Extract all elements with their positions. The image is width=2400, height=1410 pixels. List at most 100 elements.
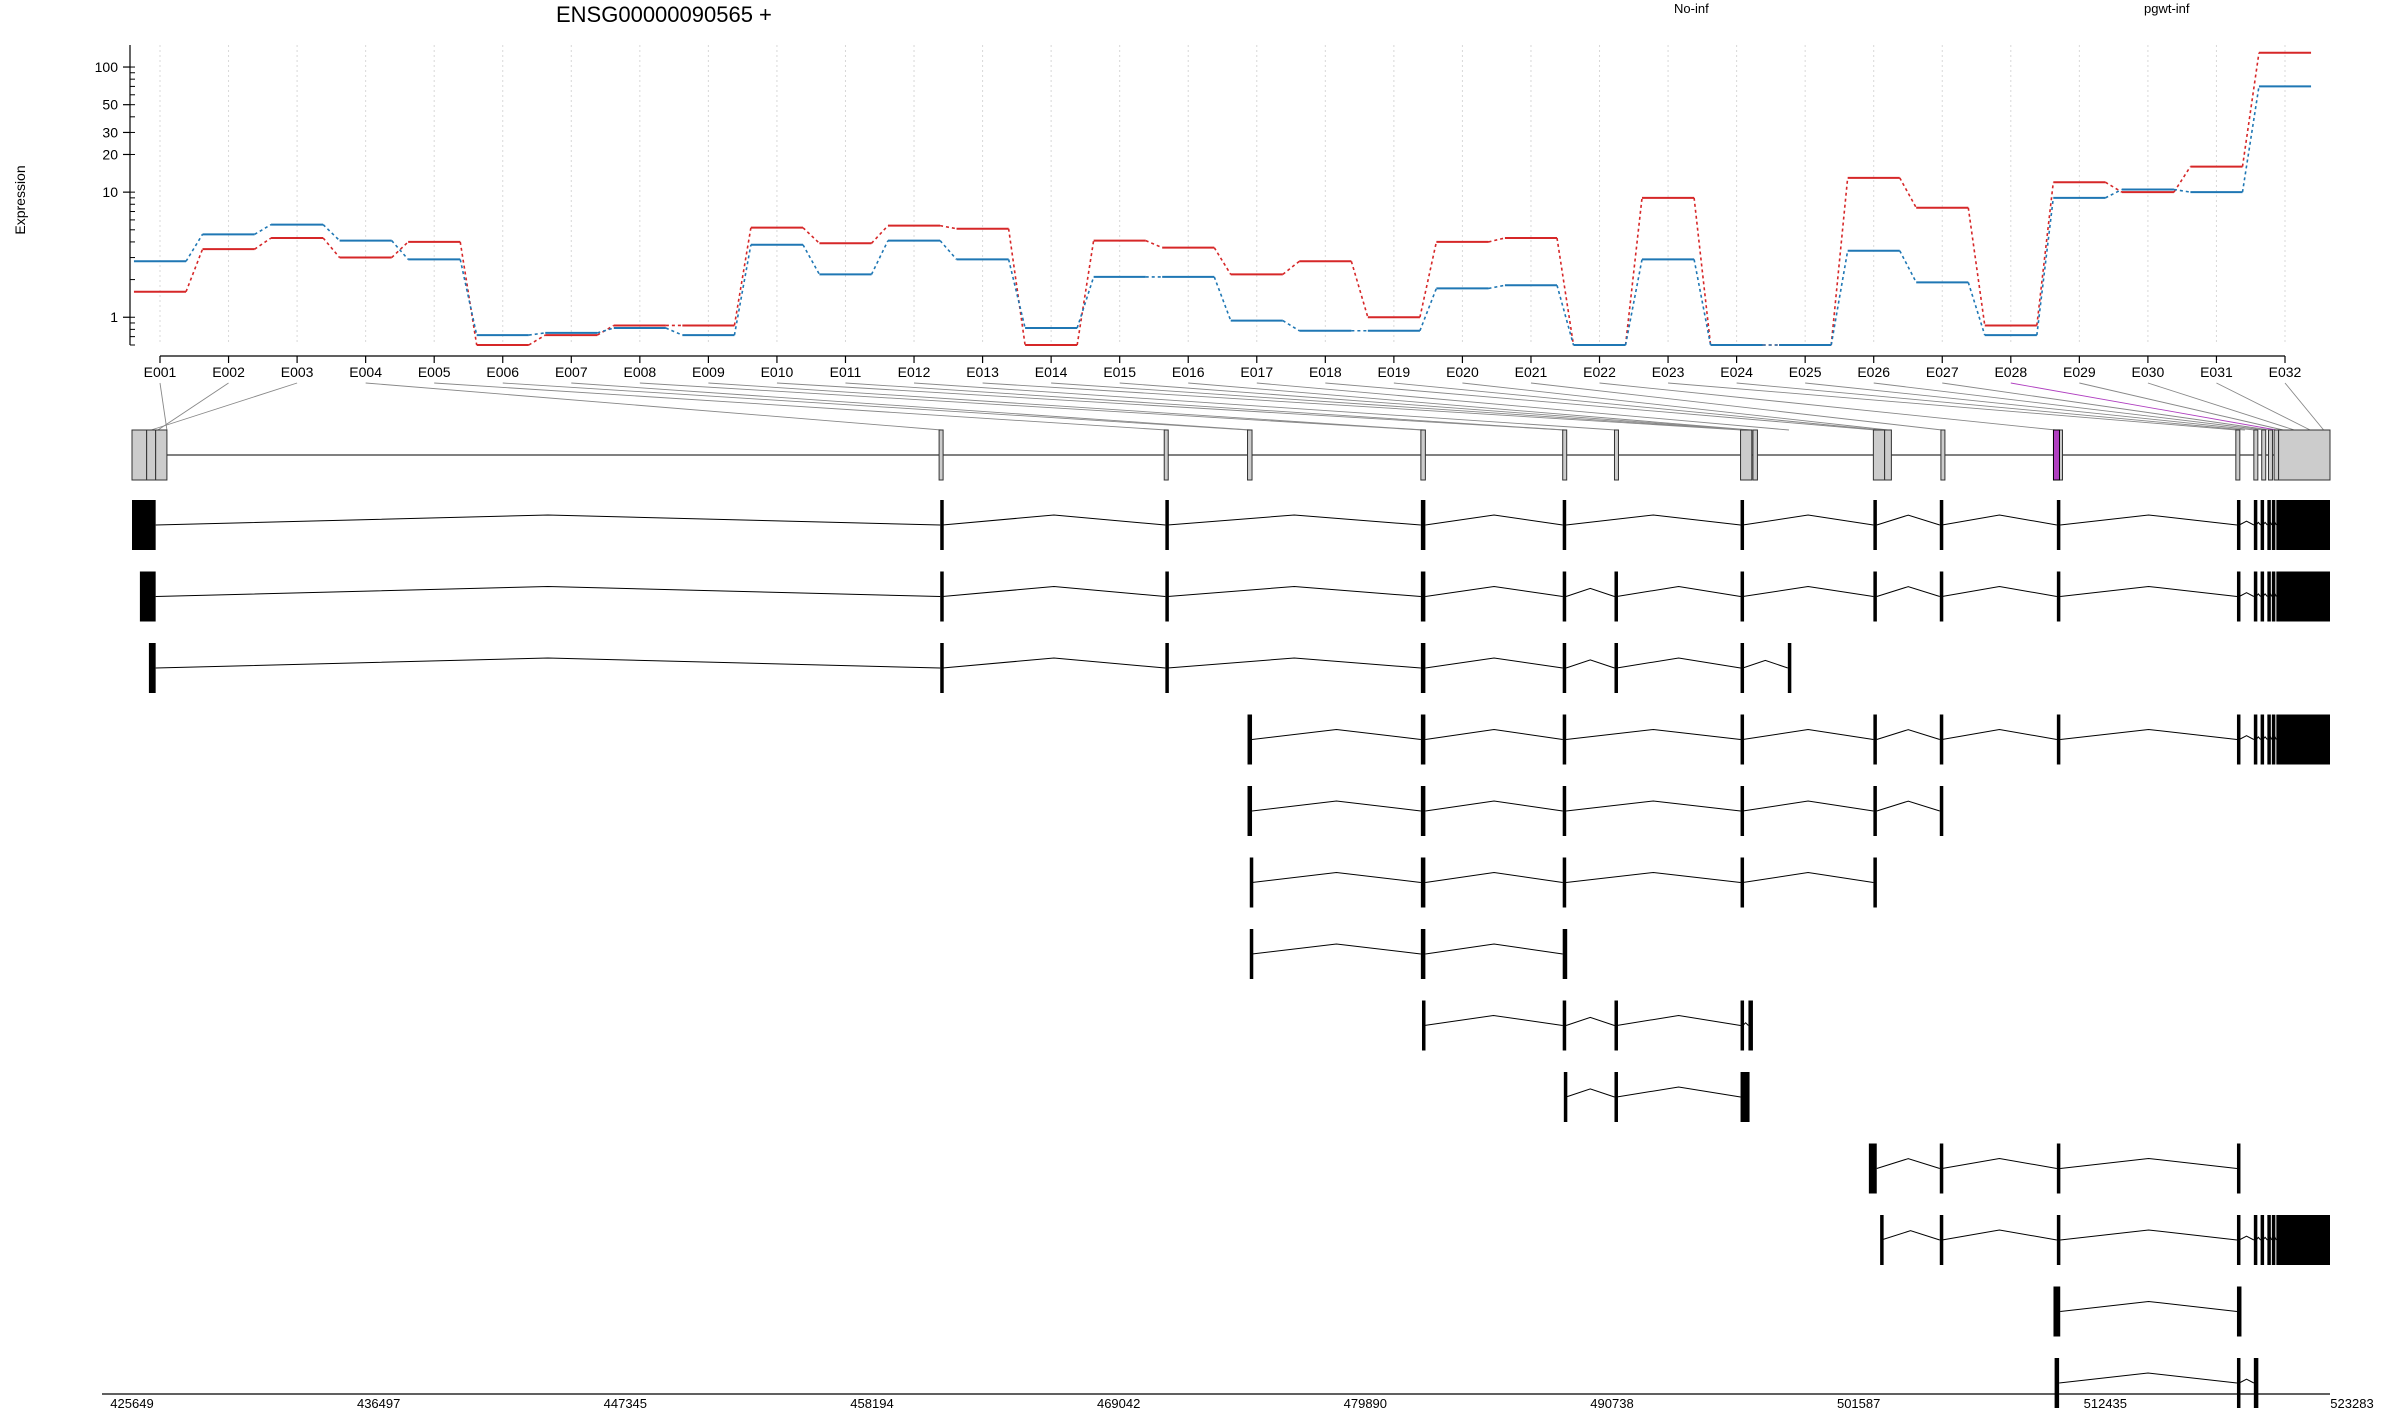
transcript-exon (2271, 571, 2276, 622)
transcript-intron (1742, 800, 1874, 812)
transcript-intron (1424, 1014, 1563, 1026)
transcript-intron (1251, 800, 1421, 812)
series-connector (1007, 259, 1026, 329)
exon-label: E023 (1652, 364, 1685, 380)
series-connector (1419, 241, 1438, 318)
model-exon (1752, 429, 1758, 481)
exon-connector (1462, 382, 1889, 431)
series-connector (870, 240, 889, 275)
exon-connector (776, 382, 1564, 431)
series-connector (1967, 207, 1986, 326)
transcript-intron (1425, 657, 1563, 669)
genomic-tick-label: 479890 (1344, 1396, 1387, 1410)
transcript-intron (1941, 585, 2057, 597)
transcript-exon (1873, 714, 1877, 765)
series-connector (459, 241, 478, 346)
series-connector (1693, 197, 1712, 346)
transcript-intron (1565, 587, 1615, 597)
model-exon (1740, 429, 1753, 481)
exon-label: E019 (1378, 364, 1411, 380)
exon-connector (1873, 382, 2265, 431)
transcript-exon (1939, 1143, 1944, 1194)
transcript-intron (1742, 659, 1788, 669)
series-connector (1624, 259, 1643, 346)
transcript-exon (1740, 571, 1745, 622)
exon-connector (1668, 382, 2237, 431)
transcript-exon (2260, 1215, 2265, 1265)
transcript-intron (1425, 943, 1563, 955)
transcript-intron (1565, 1088, 1615, 1098)
exon-label: E022 (1583, 364, 1616, 380)
transcript-exon (1868, 1143, 1877, 1194)
model-exon (1884, 429, 1892, 481)
model-exon (2278, 429, 2331, 481)
transcript-intron (1941, 728, 2057, 740)
exon-label: E027 (1926, 364, 1959, 380)
transcript-exon (2271, 1215, 2276, 1265)
transcript-exon (1740, 857, 1745, 908)
exon-connector (1051, 382, 1746, 431)
transcript-intron (1616, 585, 1741, 597)
transcript-intron (1876, 586, 1940, 597)
exon-connector (1736, 382, 2245, 431)
transcript-intron (1876, 800, 1940, 812)
transcript-exon (1563, 1072, 1568, 1122)
exon-label: E026 (1857, 364, 1890, 380)
y-tick-label: 50 (102, 97, 118, 113)
series-connector (391, 240, 409, 260)
transcript-exon (2276, 1215, 2330, 1265)
transcript-exon (1562, 857, 1567, 908)
transcript-exon (1614, 643, 1618, 693)
exon-connector (1188, 382, 1751, 431)
exon-label: E002 (212, 364, 245, 380)
transcript-intron (942, 585, 1166, 597)
exon-connector (2147, 382, 2295, 431)
series-connector (2173, 188, 2191, 193)
transcript-exon (2276, 500, 2330, 550)
series-lines (133, 51, 2312, 346)
transcript-exon (1939, 1215, 1944, 1265)
exon-connector (502, 382, 1249, 431)
series-connector (2241, 86, 2260, 193)
exon-label: E010 (761, 364, 794, 380)
transcript-exon (1165, 643, 1169, 693)
legend-pgwt-inf: pgwt-inf (2144, 1, 2190, 16)
series-connector (528, 332, 546, 336)
transcript-intron (2238, 592, 2255, 597)
transcript-exon (2236, 500, 2241, 550)
transcript-exon (2056, 1143, 2061, 1194)
transcript-exon (1614, 571, 1618, 622)
exon-connector (1599, 382, 2056, 431)
transcript-exon (2253, 714, 2258, 765)
model-exon (938, 429, 944, 481)
transcript-exon (1562, 786, 1567, 836)
genomic-axis: 425649 436497 447345 458194 469042 479890 4907… (102, 1393, 2374, 1410)
model-exon (1163, 429, 1169, 481)
model-exon (1940, 429, 1946, 481)
transcript-intron (2060, 728, 2238, 740)
transcript-intron (1167, 514, 1421, 526)
exon-connector (434, 382, 1167, 431)
transcript-intron (2238, 520, 2255, 526)
transcript-exon (2276, 571, 2330, 622)
transcript-intron (1566, 728, 1741, 740)
series-connector (459, 259, 478, 336)
model-exon (2273, 429, 2280, 481)
series-connector (2241, 52, 2260, 167)
series-connector (1556, 285, 1575, 346)
transcript-exon (1740, 714, 1745, 765)
series-connector (870, 225, 889, 244)
transcript-intron (1941, 1157, 2057, 1169)
transcript-exon (2271, 500, 2276, 550)
series-connector (1488, 284, 1506, 290)
transcript-exon (2236, 571, 2241, 622)
transcript-intron (1566, 871, 1741, 883)
transcript-exon (2056, 500, 2061, 550)
transcript-exon (1165, 500, 1169, 550)
exon-connector (708, 382, 1425, 431)
transcript-exon (2271, 714, 2276, 765)
transcript-exon (1249, 929, 1254, 979)
transcript-intron (1742, 871, 1874, 883)
transcript-exon (2260, 500, 2265, 550)
transcript-intron (1425, 514, 1563, 526)
